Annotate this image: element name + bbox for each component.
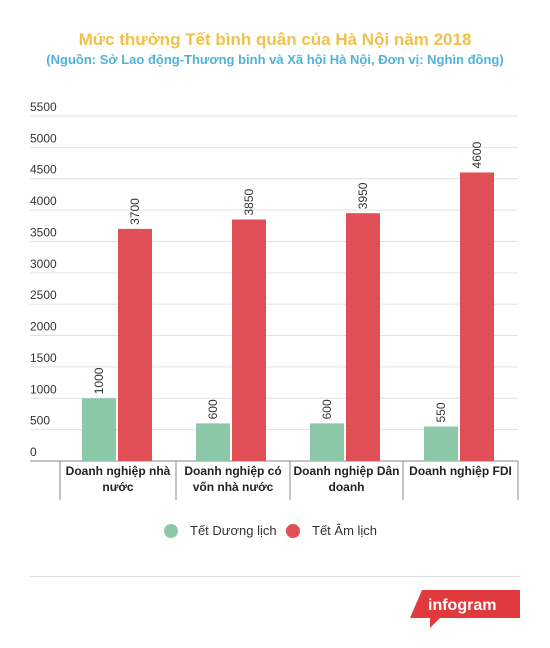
y-tick-label: 2500	[30, 288, 57, 302]
bar	[82, 398, 116, 461]
bar	[118, 228, 152, 461]
bar	[460, 172, 494, 462]
y-tick-label: 1000	[30, 382, 57, 396]
x-tick-label: nước	[102, 480, 134, 494]
x-tick-label: vốn nhà nước	[193, 480, 274, 494]
y-tick-label: 5500	[30, 100, 57, 114]
bar	[232, 219, 266, 461]
data-label: 3700	[128, 198, 142, 225]
y-tick-label: 5000	[30, 131, 57, 145]
legend-label-duong-lich: Tết Dương lịch	[190, 523, 277, 538]
chart-subtitle: (Nguồn: Sở Lao động-Thương binh và Xã hộ…	[46, 52, 504, 67]
bar	[196, 423, 230, 461]
y-tick-label: 500	[30, 414, 50, 428]
legend-swatch-am-lich	[286, 523, 300, 538]
data-label: 600	[320, 399, 334, 419]
legend-item-am-lich[interactable]: Tết Âm lịch	[286, 523, 377, 538]
y-tick-label: 1500	[30, 351, 57, 365]
x-tick-label: Doanh nghiệp FDI	[409, 464, 512, 478]
y-tick-label: 0	[30, 445, 37, 459]
x-tick-label: Doanh nghiệp có	[184, 464, 281, 478]
chart-title: Mức thưởng Tết bình quân của Hà Nội năm …	[78, 30, 472, 49]
legend-item-duong-lich[interactable]: Tết Dương lịch	[164, 523, 277, 538]
legend-swatch-duong-lich	[164, 523, 178, 538]
data-label: 550	[434, 402, 448, 422]
x-tick-label: Doanh nghiệp Dân	[294, 464, 400, 478]
infogram-logo[interactable]: infogram	[410, 590, 520, 630]
data-label: 3850	[242, 188, 256, 215]
bar	[310, 423, 344, 461]
y-tick-label: 4000	[30, 194, 57, 208]
data-label: 1000	[92, 367, 106, 394]
data-label: 4600	[470, 141, 484, 168]
legend: Tết Dương lịch Tết Âm lịch	[0, 523, 550, 543]
data-label: 600	[206, 399, 220, 419]
data-label: 3950	[356, 182, 370, 209]
x-tick-label: Doanh nghiệp nhà	[66, 464, 171, 478]
bar-chart: 0 500 1000 1500 2000 2500 3000 3500 4000 4500 5000…	[30, 100, 519, 500]
y-tick-label: 4500	[30, 163, 57, 177]
infogram-badge-icon	[410, 590, 520, 628]
bar	[346, 213, 380, 461]
y-tick-label: 3000	[30, 257, 57, 271]
y-tick-label: 2000	[30, 320, 57, 334]
y-tick-label: 3500	[30, 225, 57, 239]
infogram-label: infogram	[428, 597, 497, 614]
legend-label-am-lich: Tết Âm lịch	[312, 523, 378, 538]
footer-divider	[30, 576, 520, 577]
bar	[424, 426, 458, 461]
x-tick-label: doanh	[329, 480, 365, 494]
